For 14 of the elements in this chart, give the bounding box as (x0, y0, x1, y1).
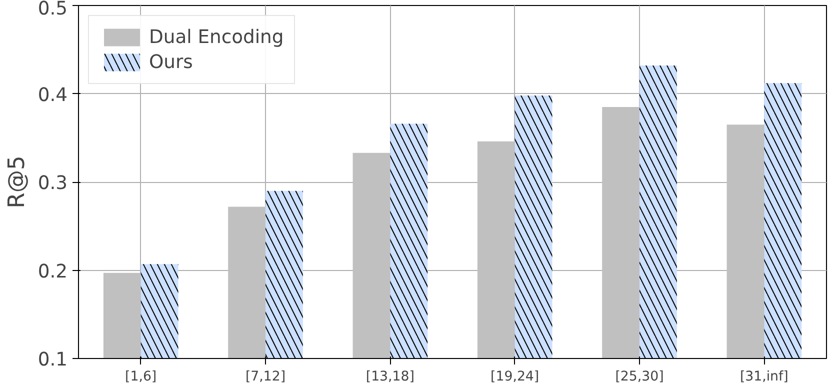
x-tick-label: [13,18] (366, 370, 414, 384)
y-tick-label: 0.5 (38, 0, 68, 20)
y-tick-label: 0.3 (38, 173, 68, 194)
x-tick-label: [31,inf] (740, 370, 788, 384)
x-tick-label: [7,12] (245, 370, 286, 384)
y-tick-label: 0.2 (38, 261, 68, 282)
y-axis-title: R@5 (4, 156, 30, 208)
legend-label: Ours (149, 52, 193, 72)
x-tick-label: [19,24] (490, 370, 540, 384)
y-tick-label: 0.1 (38, 350, 68, 370)
legend-label: Dual Encoding (149, 26, 284, 48)
x-tick-label: [25,30] (615, 370, 664, 384)
y-tick-label: 0.4 (38, 84, 68, 106)
x-tick-label: [1,6] (125, 370, 157, 384)
